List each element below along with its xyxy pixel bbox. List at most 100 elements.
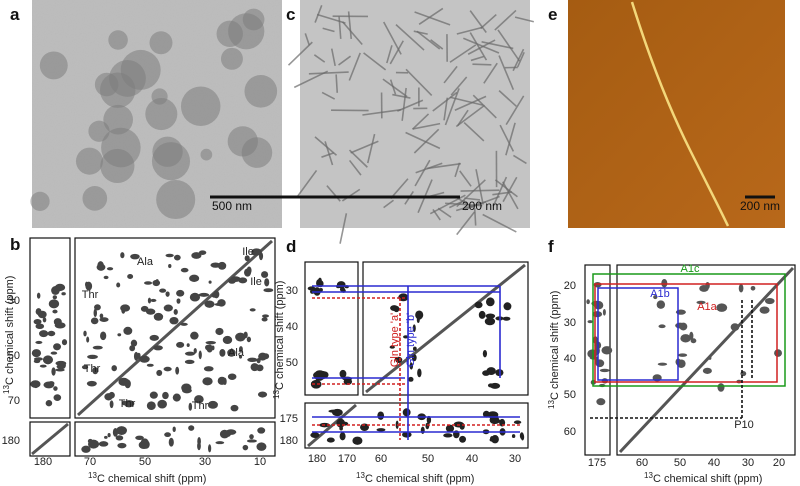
peak [250, 363, 259, 372]
fibril [401, 87, 407, 121]
fibril [350, 140, 379, 154]
peak [116, 426, 127, 435]
fibril [456, 179, 486, 208]
peak [157, 399, 167, 409]
peak [81, 365, 89, 370]
peak [188, 402, 193, 411]
fibril [475, 169, 484, 205]
spectrum-frame [74, 237, 276, 419]
x-tick-label: 180 [34, 456, 52, 468]
peak [61, 292, 66, 296]
peak [57, 361, 66, 370]
peak [120, 252, 125, 259]
peak [100, 331, 107, 341]
peak [210, 262, 221, 268]
fibril [392, 93, 411, 99]
vesicle [145, 98, 178, 131]
peak [36, 292, 41, 299]
y-tick-label: 175 [280, 413, 298, 425]
peak [153, 345, 163, 351]
x-tick-label: 20 [773, 457, 785, 469]
peak [146, 401, 156, 411]
peak [511, 434, 516, 439]
y-tick-label: 40 [286, 321, 298, 333]
y-tick-label: 30 [564, 317, 576, 329]
annotation: Gln type 'a' [389, 313, 401, 367]
peak [599, 368, 610, 373]
peak [204, 300, 215, 308]
peak [189, 274, 200, 283]
peak [194, 395, 204, 404]
spectrum-frame [29, 421, 71, 457]
peak [181, 383, 192, 392]
peak [115, 435, 124, 441]
fibril [498, 55, 515, 91]
peak [173, 308, 178, 315]
x-tick-label: 170 [338, 453, 356, 465]
peak [225, 429, 237, 435]
scale-bar-label: 500 nm [212, 199, 252, 213]
peak [52, 309, 58, 314]
peak [601, 346, 613, 355]
vesicle [227, 126, 258, 157]
peak [586, 299, 590, 305]
peak [377, 411, 385, 420]
fibril [498, 90, 517, 107]
peak [592, 311, 603, 318]
peak [198, 292, 210, 297]
peak [238, 346, 243, 353]
peak [168, 437, 174, 447]
peak [53, 394, 62, 401]
peak [352, 436, 363, 445]
spectrum-frame [362, 261, 529, 396]
y-tick-label: 180 [2, 435, 20, 447]
peak [127, 273, 134, 279]
peak [164, 432, 171, 438]
fibril [338, 16, 342, 39]
fibril [287, 41, 313, 66]
peak [222, 335, 233, 345]
fibril [382, 78, 408, 98]
peak [389, 345, 395, 349]
peak [193, 348, 197, 354]
peak [759, 306, 770, 314]
peak [678, 353, 688, 357]
peak [45, 358, 49, 363]
fibril [457, 197, 474, 208]
peak [339, 432, 346, 441]
fibril [454, 162, 461, 178]
vesicle [244, 74, 278, 108]
peak [215, 327, 224, 336]
peak [108, 391, 115, 399]
fibril [321, 152, 335, 158]
fibril [413, 128, 440, 154]
peak [156, 369, 163, 377]
peak [172, 426, 176, 433]
guide-box [592, 273, 786, 387]
panel-label: b [10, 235, 20, 254]
peak [408, 376, 414, 382]
fibril [383, 199, 394, 209]
peak [31, 349, 42, 358]
fibril [324, 141, 334, 166]
fibril [313, 54, 326, 63]
peak [130, 339, 138, 347]
fibril [455, 104, 485, 128]
annotation: Ala [228, 347, 245, 359]
fibril [437, 207, 452, 218]
peak [81, 445, 91, 453]
peak [443, 433, 453, 438]
vesicle [149, 31, 173, 55]
fibril [338, 55, 352, 66]
fibril [444, 88, 460, 126]
y-tick-label: 70 [8, 395, 20, 407]
peak [244, 268, 252, 277]
vesicle [82, 186, 108, 211]
peak [207, 400, 218, 409]
fibril [335, 74, 339, 93]
fibril [386, 45, 393, 64]
fibril [463, 121, 485, 142]
fibril [432, 209, 441, 221]
peak [191, 252, 202, 259]
vesicle [220, 47, 243, 70]
